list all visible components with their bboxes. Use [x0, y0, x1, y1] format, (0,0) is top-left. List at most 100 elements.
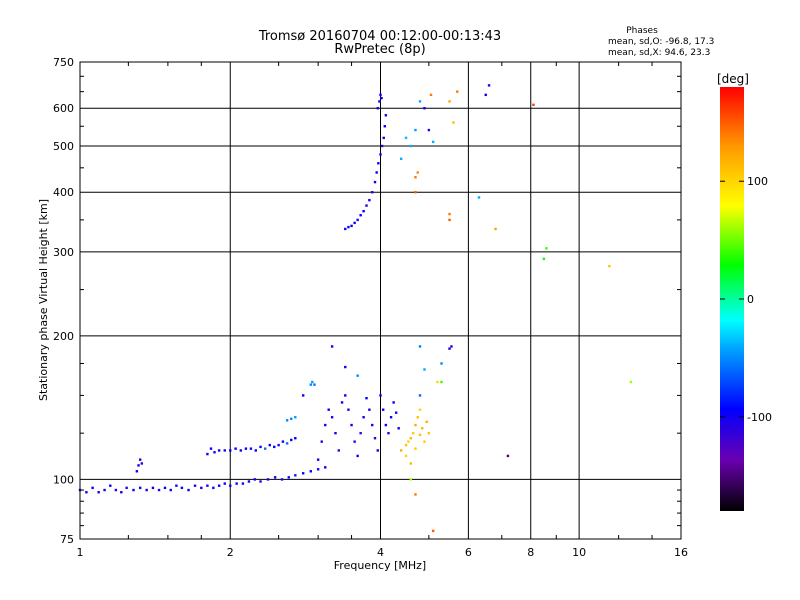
data-point — [239, 449, 243, 452]
data-point — [416, 171, 419, 174]
data-point — [344, 227, 347, 231]
data-point — [193, 484, 197, 487]
data-point — [254, 449, 257, 452]
data-point — [353, 221, 356, 225]
data-point — [273, 476, 277, 479]
data-point — [294, 437, 297, 440]
y-tick-label: 750 — [53, 56, 74, 69]
grid — [80, 62, 681, 539]
x-tick-label: 8 — [527, 546, 534, 559]
plot-frame — [79, 61, 682, 540]
y-tick-label: 600 — [53, 102, 74, 115]
data-point — [487, 84, 491, 87]
data-point — [373, 437, 377, 440]
data-point — [259, 445, 262, 449]
data-point — [404, 454, 408, 458]
data-point — [316, 458, 320, 461]
data-point — [440, 362, 443, 365]
data-point — [399, 449, 403, 452]
data-point — [383, 125, 386, 128]
data-point — [320, 440, 323, 443]
data-point — [266, 478, 270, 481]
data-point — [223, 482, 226, 485]
data-point — [377, 162, 380, 165]
data-point — [359, 214, 362, 217]
data-point — [285, 419, 289, 422]
data-point — [373, 180, 377, 184]
data-point — [301, 394, 305, 397]
data-point — [163, 486, 167, 490]
x-tick-label: 4 — [377, 546, 384, 559]
data-point — [418, 433, 422, 437]
axis-ticks: 1 2 4 6 8 10 16 75 100 200 300 400 500 600 750 — [53, 56, 688, 559]
data-point — [380, 144, 384, 148]
data-point — [409, 478, 412, 481]
data-point — [247, 480, 251, 483]
data-point — [356, 218, 359, 222]
data-point — [330, 345, 334, 348]
data-point — [316, 468, 320, 471]
data-point — [409, 144, 412, 148]
y-tick-label: 100 — [53, 473, 74, 486]
data-point — [477, 196, 481, 199]
data-point — [268, 443, 271, 447]
data-point — [294, 416, 297, 419]
data-point — [608, 264, 611, 268]
data-point — [264, 447, 267, 450]
data-point — [414, 447, 417, 450]
data-point — [409, 462, 412, 465]
data-point — [350, 423, 353, 427]
data-point — [187, 488, 190, 492]
data-point — [91, 486, 94, 490]
data-point — [379, 93, 382, 97]
data-point — [427, 431, 431, 435]
data-point — [217, 449, 221, 452]
data-point — [229, 449, 232, 452]
data-point — [448, 218, 451, 222]
data-point — [365, 396, 368, 400]
data-point — [384, 114, 388, 117]
data-point — [356, 374, 359, 377]
data-point — [344, 365, 347, 369]
data-point — [368, 198, 371, 202]
data-point — [429, 93, 433, 97]
data-point — [206, 484, 209, 487]
data-point — [379, 153, 382, 156]
data-point — [362, 209, 365, 213]
data-point — [356, 454, 359, 458]
x-tick-label: 1 — [77, 546, 84, 559]
data-point — [414, 176, 417, 179]
data-point — [125, 486, 128, 490]
data-points — [78, 84, 633, 533]
x-tick-label: 16 — [674, 546, 688, 559]
data-point — [368, 408, 371, 411]
data-point — [380, 96, 383, 100]
data-point — [253, 478, 257, 481]
stats-title: Phases — [626, 26, 658, 36]
data-point — [418, 100, 422, 103]
data-point — [103, 488, 106, 492]
data-point — [423, 107, 426, 110]
data-point — [138, 458, 142, 461]
data-point — [378, 100, 381, 103]
data-point — [359, 431, 362, 435]
data-point — [448, 347, 451, 350]
data-point — [384, 423, 388, 427]
data-point — [180, 486, 184, 490]
data-point — [120, 491, 123, 494]
data-point — [259, 480, 262, 483]
data-point — [132, 488, 135, 492]
data-point — [151, 486, 155, 490]
data-point — [382, 136, 385, 140]
data-point — [217, 484, 221, 487]
data-point — [545, 247, 548, 250]
data-point — [371, 423, 374, 427]
data-point — [414, 191, 417, 194]
x-tick-label: 10 — [572, 546, 586, 559]
data-point — [423, 368, 426, 371]
data-point — [277, 443, 280, 447]
data-point — [404, 443, 408, 447]
data-point — [138, 486, 142, 490]
data-point — [290, 438, 293, 442]
